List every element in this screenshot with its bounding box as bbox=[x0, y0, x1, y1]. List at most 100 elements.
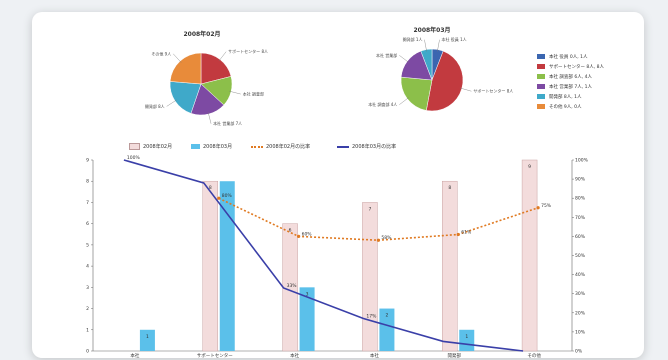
legend-label: 2008年02月 bbox=[143, 144, 173, 150]
bar-feb-label: 9 bbox=[528, 164, 531, 170]
bar-feb-label: 8 bbox=[209, 185, 212, 191]
x-category-label-line: 本社 bbox=[130, 352, 139, 358]
pie-leader-line bbox=[166, 99, 177, 107]
bar-mar bbox=[299, 287, 315, 351]
bar-mar-label: 1 bbox=[146, 334, 149, 340]
bar-feb bbox=[521, 159, 538, 352]
x-category-label-line: 開発部 bbox=[448, 352, 462, 358]
pie-slice-label: 本社 営業部 bbox=[376, 52, 397, 58]
legend-item: 2008年02月の比率 bbox=[251, 143, 310, 151]
legend-label: 2008年03月の比率 bbox=[352, 144, 397, 150]
bar-feb-label: 8 bbox=[448, 185, 451, 191]
pie-leader-line bbox=[207, 112, 212, 124]
y2-tick-label: 20% bbox=[575, 310, 586, 316]
x-category-label: サポートセンター bbox=[197, 352, 233, 358]
ratio-point-label: 61% bbox=[461, 229, 472, 235]
pie-leader-line bbox=[424, 39, 427, 52]
bar-mar bbox=[379, 308, 395, 351]
bar-mar bbox=[139, 329, 155, 351]
y2-tick-label: 80% bbox=[575, 196, 586, 202]
pie-slice-label: 開発部 1人 bbox=[403, 36, 423, 42]
pie-leader-line bbox=[173, 53, 182, 63]
y2-tick-label: 100% bbox=[575, 158, 589, 164]
bar-mar-label: 2 bbox=[385, 313, 388, 319]
legend-label: 本社 調査部 6人, 4人 bbox=[549, 75, 592, 80]
legend-swatch bbox=[191, 144, 200, 149]
ratio-line-mar bbox=[123, 159, 524, 352]
bar-feb-label: 7 bbox=[368, 206, 371, 212]
legend-line-swatch bbox=[337, 145, 349, 148]
x-category-label-line: サポートセンター bbox=[197, 352, 233, 358]
legend-label: サポートセンター 8人, 8人 bbox=[549, 65, 605, 70]
pie-slice-label: サポートセンター 8人 bbox=[473, 88, 513, 94]
x-category-label-line: 本社 bbox=[370, 352, 379, 358]
pie-legend-item: サポートセンター 8人, 8人 bbox=[537, 64, 604, 74]
pie-legend-item: 開発部 8人, 1人 bbox=[537, 94, 604, 104]
x-category-label-line: その他 bbox=[527, 352, 541, 358]
bar-mar bbox=[219, 181, 235, 351]
pie-leader-line bbox=[437, 39, 440, 52]
ratio-point-feb bbox=[456, 232, 460, 237]
legend-label: 開発部 8人, 1人 bbox=[549, 95, 582, 100]
bar-mar-label: 1 bbox=[465, 334, 468, 340]
y2-tick-label: 10% bbox=[575, 329, 586, 335]
legend-line-swatch bbox=[251, 145, 263, 148]
legend-label: その他 9人, 0人 bbox=[549, 105, 582, 110]
legend-item: 2008年03月の比率 bbox=[337, 143, 396, 151]
pie-slice-label: 開発部 8人 bbox=[145, 103, 165, 109]
y-tick-label: 6 bbox=[86, 221, 89, 227]
legend-item: 2008年02月 bbox=[129, 143, 172, 151]
legend-swatch bbox=[537, 104, 545, 109]
bar-feb bbox=[362, 202, 378, 352]
ratio-point-label: 60% bbox=[302, 231, 313, 237]
pie-slice bbox=[169, 52, 202, 85]
ratio-point-feb bbox=[376, 238, 381, 242]
legend-swatch bbox=[537, 64, 545, 69]
pie-slice-label: 本社 営業部 7人 bbox=[213, 120, 242, 126]
legend-swatch bbox=[537, 84, 545, 89]
legend-label: 本社 営業部 7人, 1人 bbox=[549, 85, 592, 90]
y-tick-label: 7 bbox=[86, 200, 89, 206]
pie-leader-line bbox=[459, 87, 472, 92]
pie-slice bbox=[400, 76, 433, 111]
x-category-label-line: 本社 bbox=[290, 352, 299, 358]
legend-swatch bbox=[537, 74, 545, 79]
pie-title: 2008年03月 bbox=[413, 26, 450, 34]
pie-legend-item: 本社 調査部 6人, 4人 bbox=[537, 74, 604, 84]
report-card: 2008年02月 サポートセンター 8人 本社 調査部 本社 営業部 7人 開発部 8人… bbox=[32, 12, 644, 358]
legend-label: 2008年02月の比率 bbox=[266, 144, 311, 150]
bar-feb-label: 6 bbox=[289, 228, 292, 234]
pie-leader-line bbox=[399, 97, 409, 105]
ratio-point-label: 17% bbox=[366, 314, 377, 320]
bar-feb bbox=[442, 180, 458, 352]
y-tick-label: 2 bbox=[86, 306, 89, 312]
y2-tick-label: 50% bbox=[575, 253, 586, 259]
ratio-point-label: 33% bbox=[287, 283, 298, 289]
pie-leader-line bbox=[399, 55, 409, 63]
pie-legend-item: 本社 営業部 7人, 1人 bbox=[537, 84, 604, 94]
pie-legend-item: 本社 役員 0人, 1人 bbox=[537, 54, 604, 64]
ratio-point-feb bbox=[296, 234, 301, 238]
legend-swatch bbox=[129, 143, 140, 150]
ratio-point-label: 100% bbox=[127, 155, 141, 161]
pie-slice-label: その他 9人 bbox=[151, 50, 171, 56]
pie-slice-label: 本社 役員 1人 bbox=[442, 36, 467, 42]
bar-feb bbox=[202, 180, 218, 352]
ratio-line-feb bbox=[218, 197, 539, 242]
legend-label: 2008年03月 bbox=[203, 144, 233, 150]
pie-legend-item: その他 9人, 0人 bbox=[537, 104, 604, 114]
pie-slice-label: 本社 調査部 4人 bbox=[368, 101, 397, 107]
y-tick-label: 0 bbox=[86, 349, 89, 355]
y-tick-label: 8 bbox=[86, 179, 89, 185]
legend-swatch bbox=[537, 94, 545, 99]
y2-tick-label: 90% bbox=[575, 177, 586, 183]
legend-label: 本社 役員 0人, 1人 bbox=[549, 55, 588, 60]
y-tick-label: 4 bbox=[86, 264, 89, 270]
x-category-label: その他 bbox=[527, 352, 541, 358]
x-category-label: 開発部 bbox=[448, 352, 462, 358]
pie-title: 2008年02月 bbox=[183, 30, 220, 38]
